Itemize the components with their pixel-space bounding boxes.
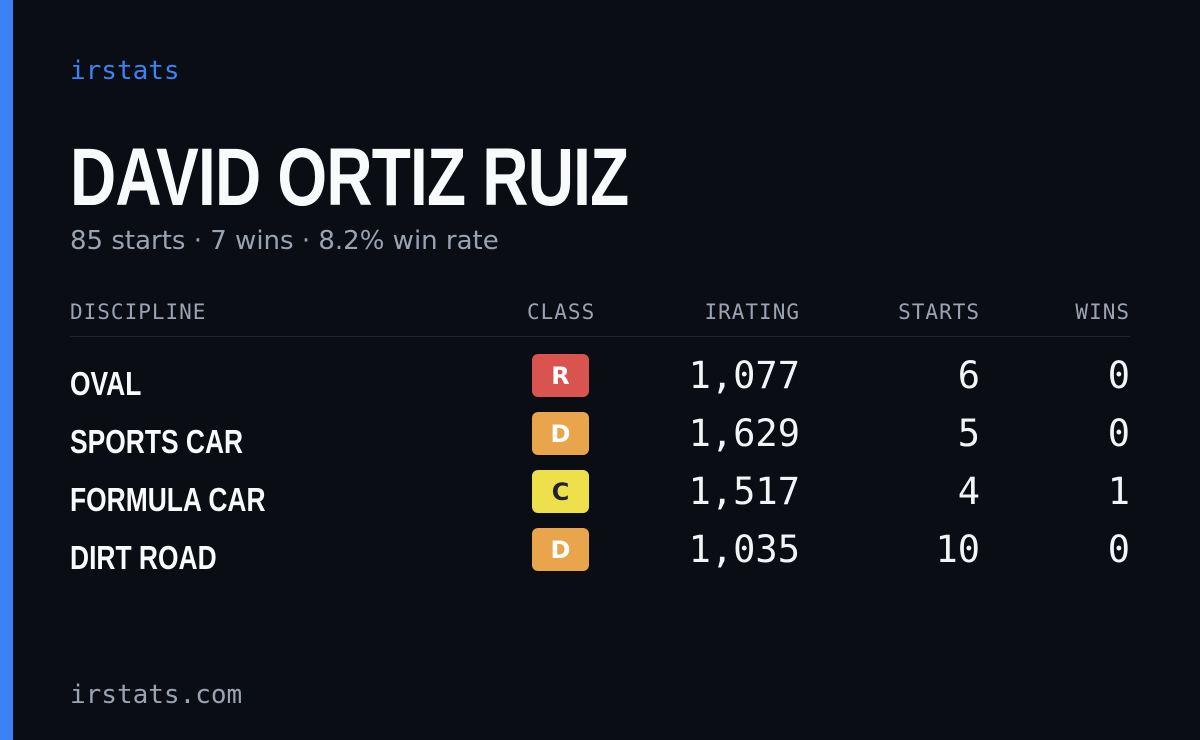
table-row: FORMULA CAR C 1,517 4 1 xyxy=(70,466,1130,524)
class-badge: D xyxy=(532,528,589,571)
header-starts: STARTS xyxy=(898,300,980,324)
starts-value: 5 xyxy=(957,412,980,455)
header-discipline: DISCIPLINE xyxy=(70,300,207,324)
class-badge: R xyxy=(532,354,589,397)
wins-value: 0 xyxy=(1107,528,1130,571)
wins-value: 1 xyxy=(1107,470,1130,513)
header-irating: IRATING xyxy=(704,300,800,324)
table-header: DISCIPLINE CLASS IRATING STARTS WINS xyxy=(70,298,1130,337)
table-row: DIRT ROAD D 1,035 10 0 xyxy=(70,524,1130,582)
brand-logo: irstats xyxy=(70,56,180,86)
header-class: CLASS xyxy=(527,300,596,324)
wins-value: 0 xyxy=(1107,354,1130,397)
class-badge: D xyxy=(532,412,589,455)
table-row: SPORTS CAR D 1,629 5 0 xyxy=(70,408,1130,466)
irating-value: 1,629 xyxy=(688,412,800,455)
discipline-name: FORMULA CAR xyxy=(70,481,266,518)
irating-value: 1,077 xyxy=(688,354,800,397)
class-badge: C xyxy=(532,470,589,513)
discipline-name: OVAL xyxy=(70,365,142,402)
table-row: OVAL R 1,077 6 0 xyxy=(70,350,1130,408)
discipline-name: SPORTS CAR xyxy=(70,423,244,460)
starts-value: 10 xyxy=(935,528,980,571)
driver-name: DAVID ORTIZ RUIZ xyxy=(70,132,629,223)
footer-url[interactable]: irstats.com xyxy=(70,680,243,710)
wins-value: 0 xyxy=(1107,412,1130,455)
irating-value: 1,035 xyxy=(688,528,800,571)
discipline-name: DIRT ROAD xyxy=(70,539,217,576)
starts-value: 4 xyxy=(957,470,980,513)
irating-value: 1,517 xyxy=(688,470,800,513)
accent-bar xyxy=(0,0,13,740)
header-wins: WINS xyxy=(1075,300,1130,324)
driver-summary: 85 starts · 7 wins · 8.2% win rate xyxy=(70,226,499,256)
starts-value: 6 xyxy=(957,354,980,397)
